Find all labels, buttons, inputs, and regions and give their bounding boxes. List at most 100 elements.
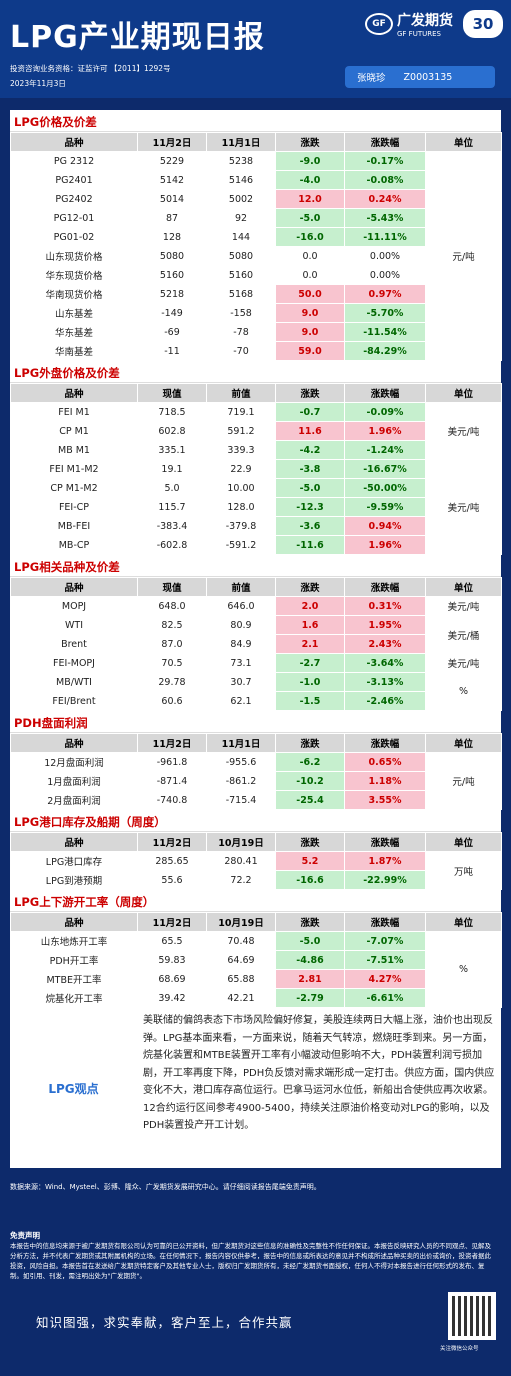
table-row: MOPJ 648.0 646.0 2.0 0.31% 美元/吨: [10, 596, 502, 616]
previous-value: 144: [206, 227, 276, 247]
table-row: LPG港口库存 285.65 280.41 5.2 1.87% 万吨: [10, 851, 502, 890]
change-value: -1.5: [275, 691, 345, 711]
column-header: 品种: [10, 577, 138, 597]
change-percent: -22.99%: [344, 870, 426, 890]
table-header-row: 品种 11月2日 11月1日 涨跌 涨跌幅 单位: [10, 733, 502, 753]
table-row: MTBE开工率 68.69 65.88 2.81 4.27%: [10, 969, 502, 989]
previous-value: 72.2: [206, 870, 276, 890]
change-percent: 0.65%: [344, 752, 426, 772]
current-value: 29.78: [137, 672, 207, 692]
qr-code-icon: [448, 1292, 496, 1340]
current-value: 65.5: [137, 931, 207, 951]
change-percent: -16.67%: [344, 459, 426, 479]
analyst-box: 张晓珍 Z0003135: [345, 66, 495, 88]
change-value: -5.0: [275, 208, 345, 228]
table-row: FEI M1-M2 19.1 22.9 -3.8 -16.67% 美元/吨: [10, 459, 502, 555]
item-name: MTBE开工率: [10, 969, 138, 989]
change-percent: -9.59%: [344, 497, 426, 517]
change-percent: -50.00%: [344, 478, 426, 498]
item-name: 1月盘面利润: [10, 771, 138, 791]
change-percent: 0.31%: [344, 596, 426, 616]
column-header: 涨跌幅: [344, 577, 426, 597]
column-header: 11月2日: [137, 132, 207, 152]
current-value: 5.0: [137, 478, 207, 498]
change-value: -2.7: [275, 653, 345, 673]
column-header: 涨跌: [275, 132, 345, 152]
current-value: 19.1: [137, 459, 207, 479]
column-header: 11月2日: [137, 733, 207, 753]
column-header: 涨跌: [275, 577, 345, 597]
item-name: 山东地炼开工率: [10, 931, 138, 951]
item-name: 华南基差: [10, 341, 138, 361]
column-header: 现值: [137, 577, 207, 597]
previous-value: -70: [206, 341, 276, 361]
report-title: LPG产业期现日报: [10, 20, 265, 55]
column-header: 10月19日: [206, 832, 276, 852]
change-percent: 1.95%: [344, 615, 426, 635]
current-value: -602.8: [137, 535, 207, 555]
outlook-label: LPG观点: [48, 1081, 99, 1096]
change-percent: -7.07%: [344, 931, 426, 951]
previous-value: 22.9: [206, 459, 276, 479]
current-value: 5160: [137, 265, 207, 285]
column-header: 前值: [206, 577, 276, 597]
previous-value: 128.0: [206, 497, 276, 517]
change-value: 5.2: [275, 851, 345, 871]
change-percent: 0.00%: [344, 246, 426, 266]
column-header: 品种: [10, 733, 138, 753]
change-percent: -7.51%: [344, 950, 426, 970]
table-row: 华南基差 -11 -70 59.0 -84.29%: [10, 341, 502, 361]
current-value: 648.0: [137, 596, 207, 616]
change-percent: 0.94%: [344, 516, 426, 536]
item-name: PG2402: [10, 189, 138, 209]
unit-cell: 美元/吨: [425, 653, 502, 673]
unit-cell: 元/吨: [425, 752, 502, 810]
table-row: PDH开工率 59.83 64.69 -4.86 -7.51%: [10, 950, 502, 970]
column-header: 涨跌: [275, 733, 345, 753]
unit-cell: 万吨: [425, 851, 502, 890]
table-row: 山东现货价格 5080 5080 0.0 0.00%: [10, 246, 502, 266]
change-value: -6.2: [275, 752, 345, 772]
column-header: 单位: [425, 832, 502, 852]
change-percent: 1.87%: [344, 851, 426, 871]
change-value: 9.0: [275, 322, 345, 342]
column-header: 11月2日: [137, 912, 207, 932]
column-header: 前值: [206, 383, 276, 403]
data-table: 品种 11月2日 10月19日 涨跌 涨跌幅 单位 山东地炼开工率 65.5 70.48 -5.0…: [10, 912, 502, 1008]
change-percent: 0.97%: [344, 284, 426, 304]
table-header-row: 品种 11月2日 11月1日 涨跌 涨跌幅 单位: [10, 132, 502, 152]
item-name: CP M1: [10, 421, 138, 441]
previous-value: -379.8: [206, 516, 276, 536]
outlook-text: 美联储的偏鸽表态下市场风险偏好修复，美股连续两日大幅上涨，油价也出现反弹。LPG…: [143, 1015, 495, 1131]
change-value: -25.4: [275, 790, 345, 810]
report-date: 2023年11月3日: [10, 79, 66, 88]
anniversary-badge: 30: [463, 10, 503, 38]
current-value: -961.8: [137, 752, 207, 772]
data-table: 品种 11月2日 10月19日 涨跌 涨跌幅 单位 LPG港口库存 285.65 280.41 5…: [10, 832, 502, 890]
item-name: MB-FEI: [10, 516, 138, 536]
item-name: FEI/Brent: [10, 691, 138, 711]
previous-value: 646.0: [206, 596, 276, 616]
section-title: LPG上下游开工率（周度）: [10, 890, 501, 912]
change-value: 0.0: [275, 246, 345, 266]
data-table: 品种 现值 前值 涨跌 涨跌幅 单位 FEI M1 718.5 719.1 -0.7 -0.09% 美…: [10, 383, 502, 555]
previous-value: 62.1: [206, 691, 276, 711]
change-value: -3.8: [275, 459, 345, 479]
data-table: 品种 11月2日 11月1日 涨跌 涨跌幅 单位 PG 2312 5229 5238 -9.0 -0…: [10, 132, 502, 361]
unit-cell: 美元/桶: [425, 615, 502, 654]
column-header: 单位: [425, 733, 502, 753]
disclaimer-title: 免责声明: [10, 1231, 40, 1240]
table-row: 2月盘面利润 -740.8 -715.4 -25.4 3.55%: [10, 790, 502, 810]
column-header: 单位: [425, 912, 502, 932]
item-name: Brent: [10, 634, 138, 654]
analyst-id: Z0003135: [403, 71, 453, 83]
previous-value: 65.88: [206, 969, 276, 989]
column-header: 现值: [137, 383, 207, 403]
previous-value: 719.1: [206, 402, 276, 422]
change-value: -16.6: [275, 870, 345, 890]
unit-cell: 元/吨: [425, 151, 502, 361]
table-row: FEI M1 718.5 719.1 -0.7 -0.09% 美元/吨: [10, 402, 502, 460]
change-percent: -11.11%: [344, 227, 426, 247]
column-header: 品种: [10, 832, 138, 852]
item-name: PDH开工率: [10, 950, 138, 970]
